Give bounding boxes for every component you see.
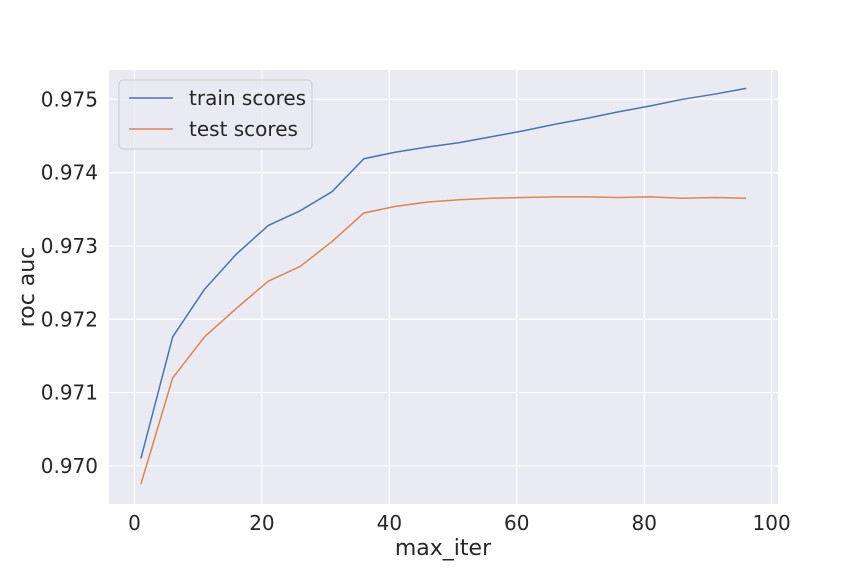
x-tick-label: 60	[504, 511, 529, 535]
x-tick-label: 40	[377, 511, 402, 535]
y-tick-label: 0.974	[41, 161, 98, 185]
series-line-train	[140, 87, 747, 459]
legend-label: test scores	[189, 117, 298, 141]
x-tick-label: 0	[128, 511, 141, 535]
x-tick-label: 20	[249, 511, 274, 535]
x-axis-ticks: 0 20 40 60 80 100	[128, 511, 791, 535]
legend: train scores test scores	[118, 79, 313, 150]
y-tick-label: 0.971	[41, 381, 98, 405]
y-tick-label: 0.973	[41, 234, 98, 258]
x-tick-label: 100	[753, 511, 791, 535]
y-tick-label: 0.970	[41, 454, 98, 478]
y-axis-label: roc auc	[15, 247, 40, 328]
x-axis-label: max_iter	[395, 536, 492, 561]
series-layer	[140, 87, 747, 485]
legend-label: train scores	[189, 86, 306, 110]
series-line-test	[140, 196, 747, 485]
y-axis-ticks: 0.970 0.971 0.972 0.973 0.974 0.975	[41, 87, 98, 478]
x-tick-label: 80	[631, 511, 656, 535]
y-tick-label: 0.972	[41, 307, 98, 331]
y-tick-label: 0.975	[41, 87, 98, 111]
